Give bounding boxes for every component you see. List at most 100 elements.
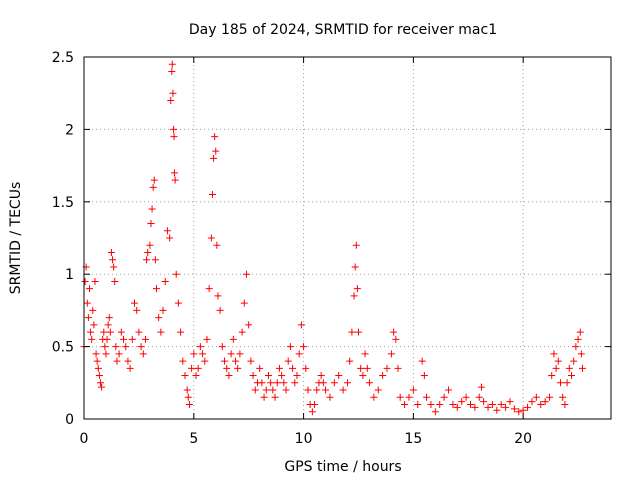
data-point bbox=[101, 343, 109, 351]
data-point bbox=[414, 401, 422, 409]
data-point bbox=[113, 357, 121, 365]
data-point bbox=[567, 372, 575, 380]
data-point bbox=[170, 133, 178, 141]
data-point bbox=[88, 335, 96, 343]
data-point bbox=[151, 256, 159, 264]
data-point bbox=[109, 256, 117, 264]
data-point bbox=[208, 191, 216, 199]
data-point bbox=[167, 96, 175, 104]
data-point bbox=[122, 343, 130, 351]
data-point bbox=[247, 357, 255, 365]
data-point bbox=[92, 350, 100, 358]
data-point bbox=[168, 67, 176, 75]
data-point bbox=[497, 401, 505, 409]
data-point bbox=[550, 350, 558, 358]
data-point bbox=[352, 241, 360, 249]
data-point bbox=[420, 372, 428, 380]
data-point bbox=[227, 350, 235, 358]
data-point bbox=[115, 350, 123, 358]
data-point bbox=[458, 398, 466, 406]
data-point bbox=[238, 328, 246, 336]
data-point bbox=[157, 328, 165, 336]
data-point bbox=[203, 335, 211, 343]
data-point bbox=[112, 343, 120, 351]
data-point bbox=[194, 364, 202, 372]
data-point bbox=[264, 372, 272, 380]
data-point bbox=[251, 386, 259, 394]
data-point bbox=[107, 248, 115, 256]
y-tick-label: 1.5 bbox=[52, 195, 74, 211]
data-point bbox=[81, 277, 89, 285]
data-point bbox=[229, 335, 237, 343]
data-point bbox=[361, 350, 369, 358]
data-point bbox=[284, 357, 292, 365]
data-point bbox=[213, 241, 221, 249]
data-point bbox=[211, 133, 219, 141]
data-point bbox=[357, 364, 365, 372]
data-point bbox=[169, 89, 177, 97]
data-point bbox=[278, 372, 286, 380]
data-point bbox=[515, 408, 523, 416]
data-point bbox=[319, 379, 327, 387]
data-point bbox=[141, 335, 149, 343]
data-point bbox=[291, 379, 299, 387]
data-point bbox=[548, 372, 556, 380]
data-point bbox=[87, 328, 95, 336]
data-point bbox=[304, 386, 312, 394]
data-point bbox=[484, 403, 492, 411]
data-point bbox=[427, 401, 435, 409]
data-point bbox=[570, 357, 578, 365]
data-point bbox=[190, 350, 198, 358]
data-point bbox=[177, 328, 185, 336]
data-point bbox=[308, 408, 316, 416]
data-point bbox=[541, 398, 549, 406]
data-point bbox=[168, 60, 176, 68]
data-point bbox=[383, 364, 391, 372]
data-point bbox=[563, 379, 571, 387]
data-point bbox=[353, 285, 361, 293]
data-point bbox=[556, 379, 564, 387]
data-point bbox=[199, 350, 207, 358]
data-point bbox=[346, 357, 354, 365]
data-point bbox=[137, 343, 145, 351]
data-point bbox=[225, 372, 233, 380]
data-point bbox=[240, 299, 248, 307]
data-point bbox=[350, 292, 358, 300]
data-point bbox=[258, 379, 266, 387]
chart-title: Day 185 of 2024, SRMTID for receiver mac… bbox=[189, 22, 497, 38]
data-point bbox=[218, 343, 226, 351]
axis-ticks: 0 5 10 15 20 0 0.5 1 1.5 2 2.5 bbox=[52, 50, 611, 447]
data-point bbox=[98, 383, 106, 391]
data-point bbox=[95, 372, 103, 380]
data-point bbox=[409, 386, 417, 394]
x-tick-label: 5 bbox=[189, 431, 198, 447]
data-point bbox=[163, 227, 171, 235]
data-point bbox=[103, 335, 111, 343]
data-point bbox=[267, 379, 275, 387]
data-point bbox=[269, 386, 277, 394]
data-point bbox=[174, 299, 182, 307]
x-tick-label: 20 bbox=[514, 431, 532, 447]
data-point bbox=[300, 343, 308, 351]
data-point bbox=[502, 403, 510, 411]
data-point bbox=[578, 364, 586, 372]
data-point bbox=[147, 220, 155, 228]
data-point bbox=[131, 299, 139, 307]
x-tick-label: 10 bbox=[295, 431, 313, 447]
data-point bbox=[135, 328, 143, 336]
data-point bbox=[565, 364, 573, 372]
data-point bbox=[150, 176, 158, 184]
data-point bbox=[322, 386, 330, 394]
data-point bbox=[572, 343, 580, 351]
data-point bbox=[359, 372, 367, 380]
data-point bbox=[161, 277, 169, 285]
data-point bbox=[394, 364, 402, 372]
data-point bbox=[311, 401, 319, 409]
data-point bbox=[201, 357, 209, 365]
data-point bbox=[93, 357, 101, 365]
data-point bbox=[159, 306, 167, 314]
data-point bbox=[188, 364, 196, 372]
data-point bbox=[196, 343, 204, 351]
data-point bbox=[271, 393, 279, 401]
data-point bbox=[363, 364, 371, 372]
